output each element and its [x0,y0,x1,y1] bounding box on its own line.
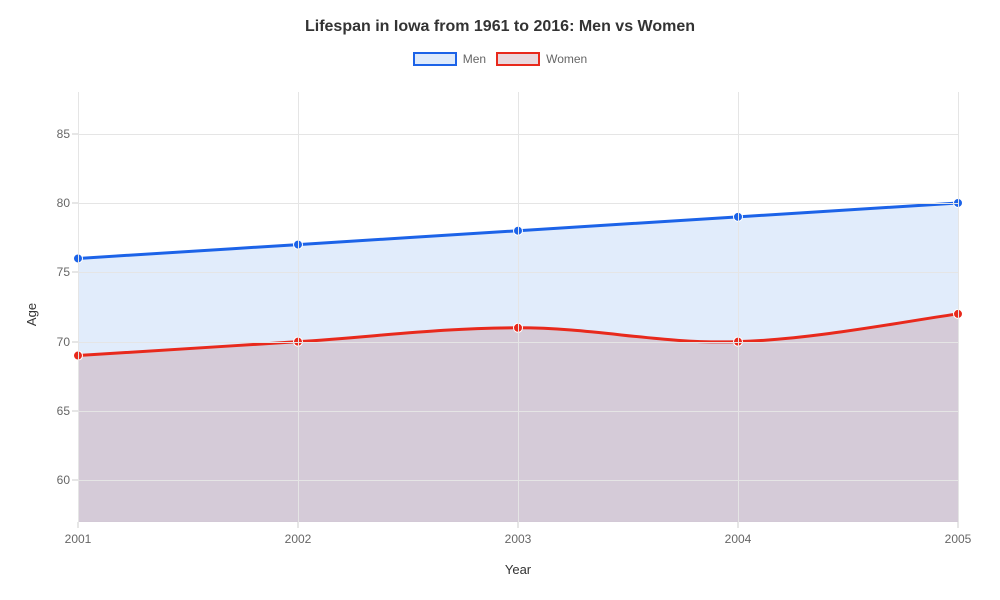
chart-container: Lifespan in Iowa from 1961 to 2016: Men … [0,0,1000,600]
chart-title: Lifespan in Iowa from 1961 to 2016: Men … [0,18,1000,36]
legend-swatch [413,52,457,66]
legend-swatch [496,52,540,66]
gridline-v [518,92,519,522]
x-tick-label: 2003 [505,522,532,546]
x-tick-label: 2005 [945,522,972,546]
y-tick-label: 80 [57,196,78,210]
plot-area: 60657075808520012002200320042005 [78,92,958,522]
legend-item-women[interactable]: Women [496,52,587,66]
y-tick-label: 70 [57,335,78,349]
gridline-v [78,92,79,522]
y-tick-label: 75 [57,265,78,279]
y-tick-label: 65 [57,404,78,418]
legend-item-men[interactable]: Men [413,52,486,66]
gridline-v [298,92,299,522]
y-tick-label: 85 [57,127,78,141]
x-tick-label: 2002 [285,522,312,546]
legend-label: Women [546,52,587,66]
gridline-v [958,92,959,522]
y-axis-title: Age [24,303,39,326]
gridline-v [738,92,739,522]
legend-label: Men [463,52,486,66]
x-axis-title: Year [78,562,958,577]
chart-legend: Men Women [0,52,1000,66]
x-tick-label: 2001 [65,522,92,546]
y-tick-label: 60 [57,473,78,487]
x-tick-label: 2004 [725,522,752,546]
